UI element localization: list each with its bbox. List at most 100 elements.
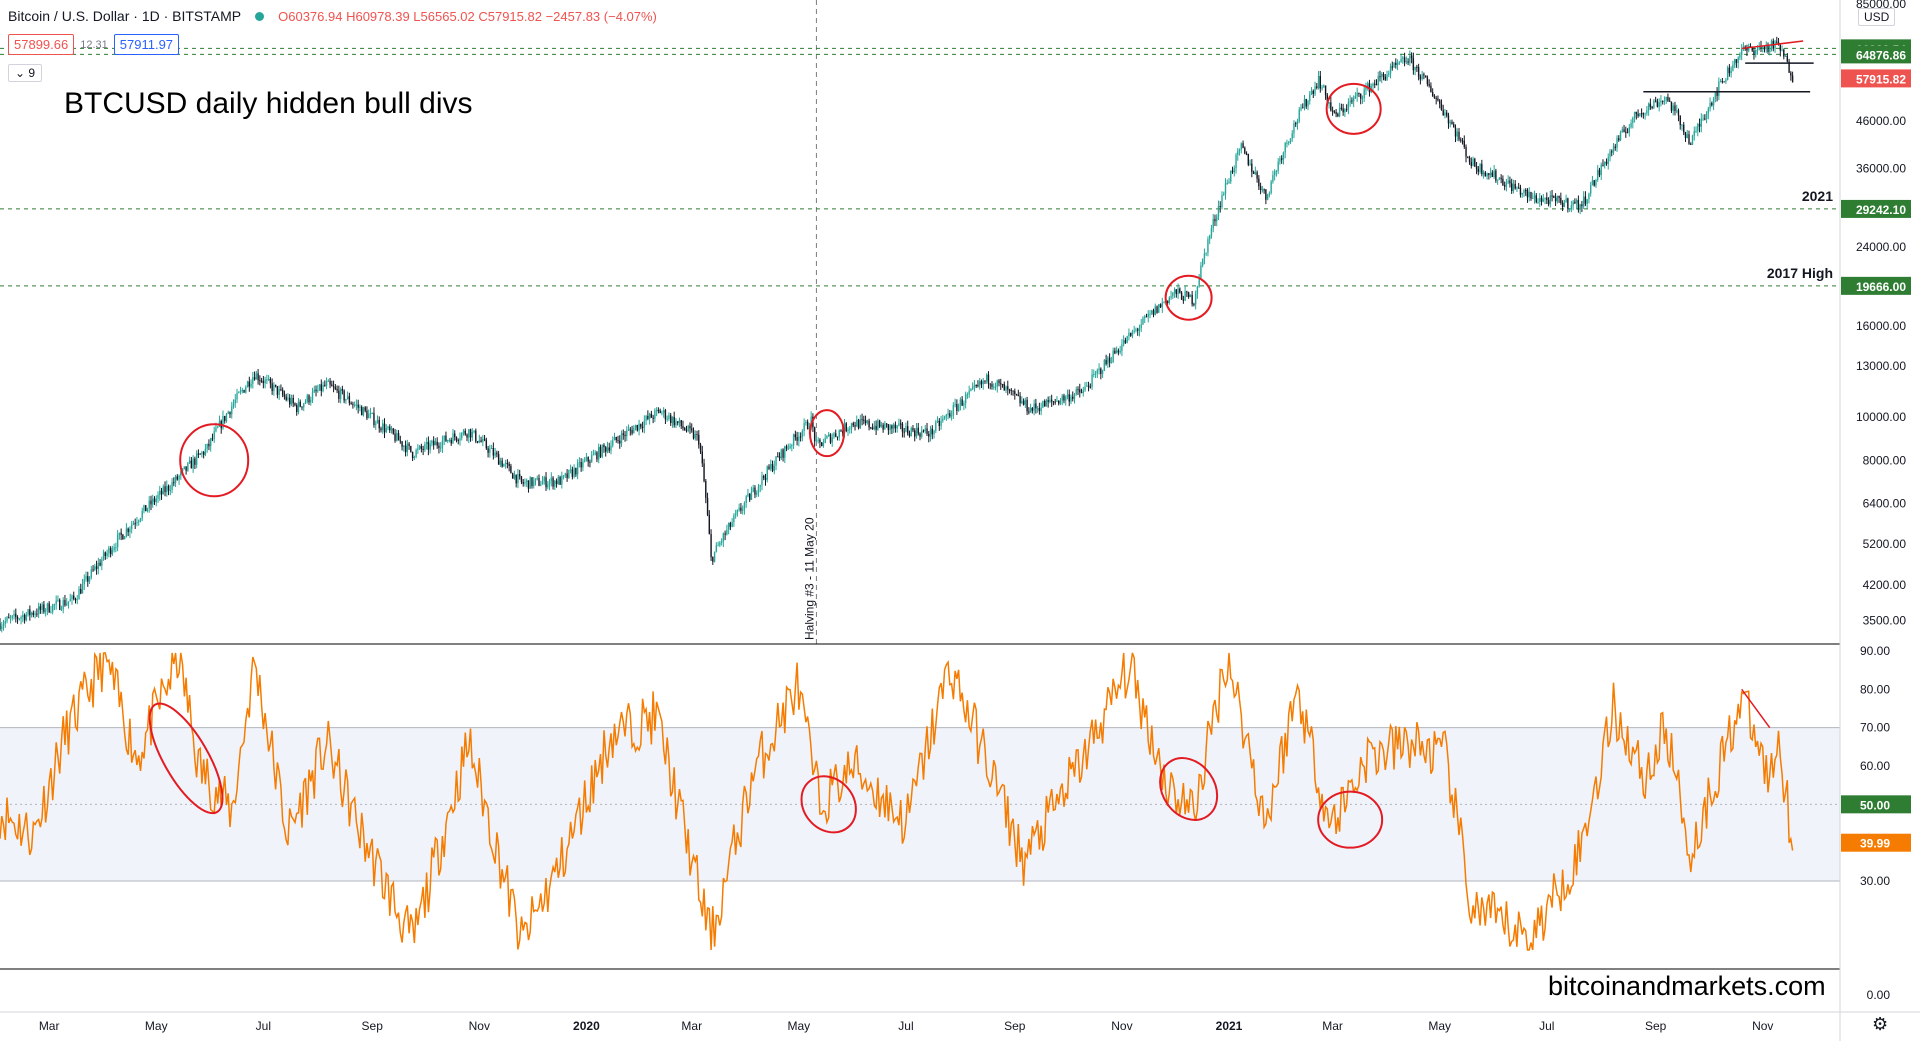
candle-body — [1732, 64, 1734, 71]
price-tick-label: 46000.00 — [1856, 114, 1906, 128]
candle-body — [840, 430, 842, 432]
candle-body — [643, 420, 646, 428]
candle-body — [892, 424, 895, 429]
candle-body — [1235, 154, 1237, 169]
candle-body — [624, 434, 626, 437]
indicator-toggle[interactable]: ⌄ 9 — [8, 64, 43, 82]
candle-body — [1421, 74, 1423, 80]
candle-body — [1672, 105, 1674, 111]
candle-body — [313, 389, 315, 393]
candle-body — [32, 612, 35, 615]
candle-body — [557, 477, 560, 485]
candle-body — [854, 425, 856, 427]
candle-body — [85, 575, 87, 580]
rsi-line — [0, 651, 1794, 951]
candle-body — [1607, 157, 1609, 164]
buy-button[interactable]: 57911.97 — [113, 34, 180, 55]
candle-body — [1681, 124, 1683, 126]
candle-body — [986, 374, 988, 382]
candle-body — [1319, 76, 1322, 89]
candle-body — [1040, 407, 1042, 412]
candle-body — [67, 601, 70, 604]
candle-body — [306, 395, 308, 402]
candle-body — [996, 380, 998, 387]
candle-body — [1133, 330, 1135, 332]
candle-body — [882, 424, 884, 430]
candle-body — [1623, 129, 1625, 132]
candle-body — [1690, 143, 1692, 145]
settings-gear-icon[interactable]: ⚙ — [1872, 1014, 1889, 1034]
candle-body — [1282, 152, 1285, 160]
candle-body — [1180, 292, 1183, 300]
candle-body — [880, 424, 883, 427]
candle-body — [364, 407, 366, 411]
candle-body — [483, 438, 486, 441]
candle-body — [1384, 76, 1386, 80]
candle-body — [871, 427, 874, 430]
candle-body — [41, 604, 43, 610]
candle-body — [1588, 193, 1590, 200]
candle-body — [138, 520, 140, 523]
candle-body — [541, 481, 544, 485]
candle-body — [1144, 316, 1146, 318]
candle-body — [1082, 390, 1084, 393]
candle-body — [37, 606, 40, 615]
candle-body — [461, 433, 463, 439]
candle-body — [1072, 396, 1074, 399]
candle-body — [231, 406, 233, 415]
time-tick-label: May — [1428, 1019, 1451, 1033]
candle-body — [715, 545, 718, 552]
candle-body — [789, 445, 791, 449]
candle-body — [102, 552, 105, 560]
candle-body — [489, 448, 491, 453]
candle-body — [977, 385, 979, 387]
candle-body — [1033, 403, 1035, 411]
candle-body — [833, 433, 835, 438]
candle-body — [926, 428, 928, 434]
sell-button[interactable]: 57899.66 — [8, 34, 75, 55]
candle-body — [727, 522, 730, 530]
candle-body — [1612, 146, 1615, 153]
candle-body — [308, 395, 310, 403]
candle-body — [1400, 58, 1402, 63]
candle-body — [1468, 157, 1471, 163]
candle-body — [299, 401, 301, 407]
symbol-title[interactable]: Bitcoin / U.S. Dollar · 1D · BITSTAMP — [8, 8, 242, 24]
candle-body — [835, 433, 837, 437]
candle-body — [650, 413, 653, 418]
candle-body — [1247, 153, 1250, 165]
time-tick-label: 2020 — [573, 1019, 600, 1033]
candle-body — [1693, 131, 1695, 136]
candle-body — [424, 444, 426, 450]
candle-body — [771, 464, 774, 471]
candle-body — [950, 415, 953, 417]
candle-body — [910, 428, 912, 437]
candle-body — [777, 456, 779, 458]
candle-body — [1079, 389, 1081, 393]
candle-body — [341, 389, 344, 391]
candle-body — [701, 451, 703, 464]
candle-body — [1273, 171, 1276, 176]
candle-body — [1010, 389, 1012, 391]
candle-body — [826, 436, 828, 439]
currency-button[interactable]: USD — [1858, 8, 1896, 26]
rsi-pane — [0, 651, 1840, 951]
candle-body — [1075, 389, 1077, 395]
candle-body — [733, 515, 735, 523]
candle-body — [657, 409, 660, 411]
candle-body — [1003, 384, 1005, 391]
rsi-tick-label: 80.00 — [1860, 682, 1890, 696]
candle-body — [1228, 181, 1230, 183]
candle-body — [404, 445, 407, 453]
candle-body — [1214, 219, 1216, 222]
candle-body — [583, 460, 586, 462]
candle-body — [97, 562, 100, 569]
candle-body — [431, 440, 433, 444]
candle-body — [171, 482, 173, 491]
candle-body — [1345, 109, 1348, 111]
candle-body — [590, 455, 593, 463]
candle-body — [387, 426, 389, 429]
candle-body — [157, 494, 159, 499]
candle-body — [1598, 169, 1601, 176]
candle-body — [1565, 198, 1567, 203]
